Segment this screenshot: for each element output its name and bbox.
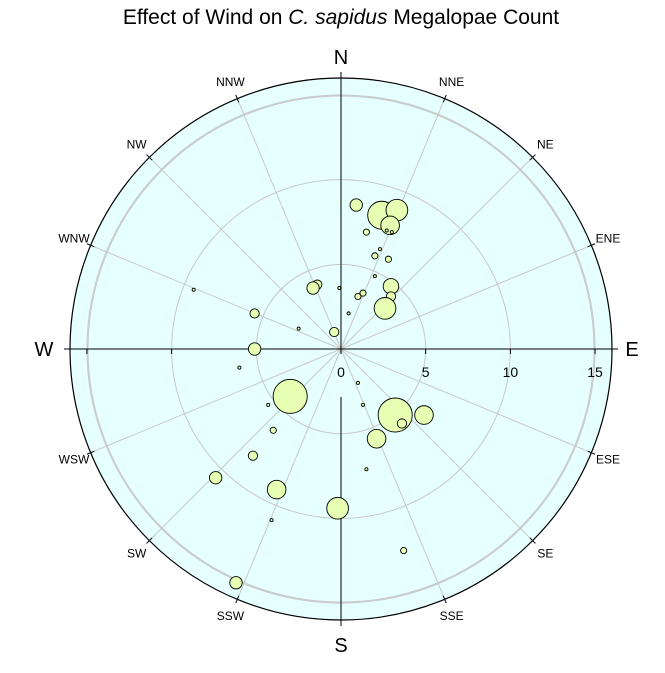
edge-tick-sw: [146, 537, 153, 544]
spoke-sse: [340, 348, 446, 600]
data-point: [209, 471, 223, 485]
spoke-wnw: [90, 244, 342, 350]
data-point: [247, 450, 259, 461]
direction-label-sse: SSE: [440, 609, 464, 623]
edge-tick-ese: [587, 450, 596, 455]
data-point: [229, 576, 243, 590]
data-point: [371, 252, 379, 260]
spoke-nw: [149, 157, 342, 350]
spoke-ne: [340, 157, 533, 350]
data-point: [355, 380, 360, 385]
data-point: [384, 228, 389, 233]
data-point: [354, 292, 362, 301]
spoke-nnw: [236, 98, 342, 350]
radial-tick-label-15: 15: [587, 364, 603, 380]
data-point: [414, 405, 434, 425]
data-point: [361, 402, 366, 407]
data-point: [296, 326, 301, 331]
direction-label-nw: NW: [127, 138, 148, 152]
data-point: [359, 289, 367, 297]
spoke-ese: [340, 348, 592, 454]
data-point: [373, 297, 397, 320]
spoke-ene: [340, 244, 592, 350]
direction-label-ssw: SSW: [217, 609, 245, 623]
direction-label-wnw: WNW: [58, 231, 90, 245]
edge-tick-ne: [529, 154, 536, 161]
data-point: [364, 467, 369, 472]
data-point: [191, 287, 196, 292]
data-point: [237, 365, 242, 370]
data-point: [372, 274, 377, 279]
cardinal-label-north: N: [334, 47, 348, 69]
direction-label-se: SE: [537, 546, 553, 560]
data-point: [384, 255, 392, 263]
data-point: [329, 326, 340, 338]
data-point: [377, 247, 382, 252]
spoke-se: [340, 348, 533, 541]
plot-area: NNW NNE NW NE WNW ENE WSW ESE SW SE SSW SSE 0 5 10 15: [58, 72, 620, 626]
data-point: [249, 308, 260, 319]
edge-tick-wnw: [86, 243, 95, 248]
data-point: [269, 426, 277, 434]
data-point: [269, 518, 274, 523]
radial-tick-label-10: 10: [503, 364, 519, 380]
edge-tick-nnw: [235, 94, 240, 103]
direction-label-wsw: WSW: [59, 453, 90, 467]
edge-tick-nw: [146, 154, 153, 161]
data-point: [377, 397, 413, 433]
cardinal-label-west: W: [35, 339, 54, 361]
data-point: [362, 228, 370, 236]
data-point: [266, 479, 287, 500]
data-point: [396, 418, 408, 429]
direction-label-sw: SW: [127, 546, 147, 560]
data-point: [346, 311, 351, 316]
spoke-sw: [149, 348, 342, 541]
data-point: [400, 547, 408, 555]
direction-label-ese: ESE: [596, 453, 620, 467]
direction-label-ne: NE: [537, 138, 554, 152]
direction-label-ene: ENE: [596, 231, 621, 245]
edge-tick-ssw: [235, 595, 240, 604]
chart-title: Effect of Wind on C. sapidus Megalopae C…: [123, 6, 559, 29]
edge-tick-ene: [587, 243, 596, 248]
radial-tick-label-0: 0: [337, 364, 345, 380]
edge-tick-wsw: [86, 450, 95, 455]
direction-label-nnw: NNW: [216, 75, 245, 89]
radial-tick-label-5: 5: [422, 364, 430, 380]
data-point: [247, 342, 262, 356]
edge-tick-se: [529, 537, 536, 544]
data-point: [349, 198, 363, 212]
data-point: [337, 286, 342, 291]
data-point: [272, 378, 308, 414]
direction-label-nne: NNE: [439, 75, 464, 89]
data-point: [366, 429, 387, 449]
cardinal-label-south: S: [334, 635, 347, 657]
edge-tick-nne: [442, 94, 447, 103]
data-point: [326, 496, 349, 520]
data-point: [389, 230, 394, 235]
cardinal-label-east: E: [625, 339, 638, 361]
spoke-ssw: [236, 348, 342, 600]
spoke-wsw: [90, 348, 342, 454]
data-point: [266, 402, 271, 407]
edge-tick-sse: [442, 595, 447, 604]
data-point: [306, 281, 320, 295]
